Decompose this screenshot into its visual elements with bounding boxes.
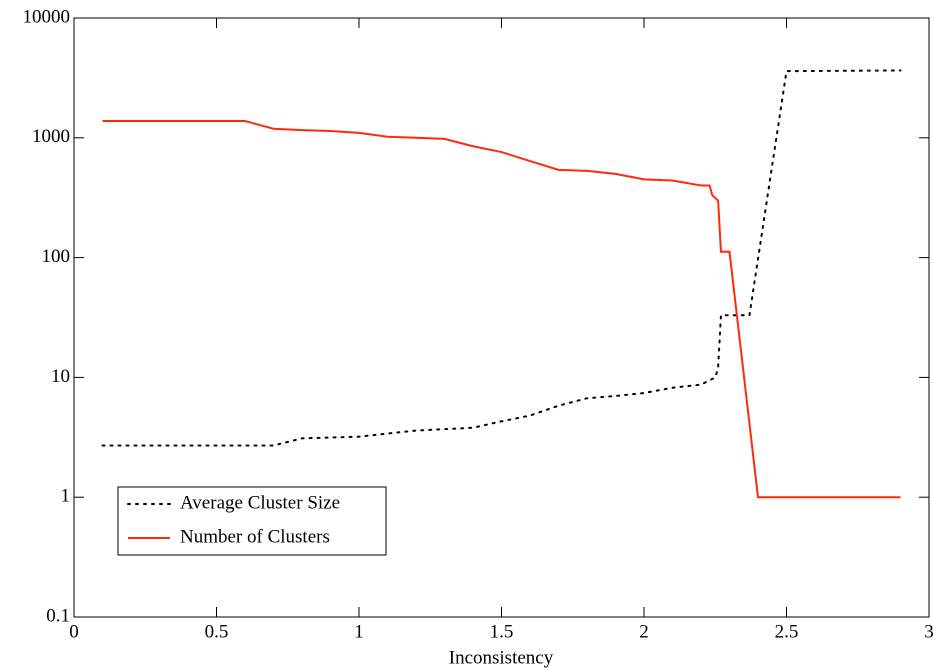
y-tick-label: 10000 bbox=[23, 6, 71, 27]
x-tick-label: 0 bbox=[69, 621, 79, 642]
y-tick-label: 100 bbox=[42, 246, 71, 267]
series-line bbox=[101, 69, 902, 447]
x-tick-label: 2.5 bbox=[775, 621, 799, 642]
y-tick-label: 1000 bbox=[32, 126, 70, 147]
x-tick-label: 1.5 bbox=[490, 621, 514, 642]
y-tick-label: 10 bbox=[51, 366, 70, 387]
legend-label: Average Cluster Size bbox=[180, 492, 340, 513]
series-line bbox=[102, 120, 901, 499]
x-axis-label: Inconsistency bbox=[449, 647, 554, 668]
y-tick-label: 1 bbox=[61, 486, 71, 507]
x-tick-label: 2 bbox=[639, 621, 649, 642]
x-tick-label: 1 bbox=[354, 621, 364, 642]
legend-label: Number of Clusters bbox=[180, 526, 330, 547]
y-tick-label: 0.1 bbox=[46, 605, 70, 626]
legend-box bbox=[117, 486, 387, 556]
x-tick-label: 0.5 bbox=[205, 621, 229, 642]
x-tick-label: 3 bbox=[924, 621, 933, 642]
